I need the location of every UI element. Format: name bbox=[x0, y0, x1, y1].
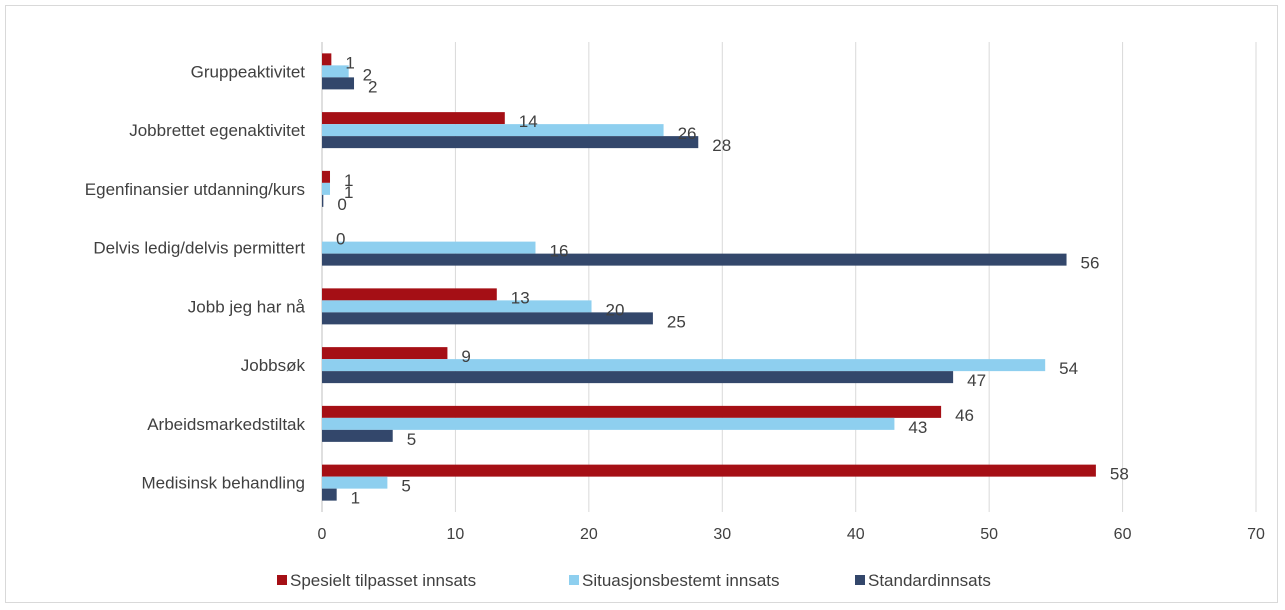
bar-3 bbox=[322, 488, 337, 501]
category-label: Jobbsøk bbox=[241, 356, 306, 375]
bar-1 bbox=[322, 170, 331, 183]
legend-swatch bbox=[277, 575, 287, 585]
category-label: Arbeidsmarkedstiltak bbox=[147, 415, 305, 434]
data-label: 14 bbox=[519, 112, 538, 131]
bar-3 bbox=[322, 312, 653, 325]
x-tick-label: 0 bbox=[318, 526, 327, 543]
bar-2 bbox=[322, 124, 664, 137]
legend: Spesielt tilpasset innsats Situasjonsbest… bbox=[277, 571, 991, 590]
x-tick-label: 20 bbox=[580, 526, 598, 543]
bar-2 bbox=[322, 417, 895, 430]
bar-1 bbox=[322, 347, 448, 360]
bar-2 bbox=[322, 65, 349, 78]
bar-2 bbox=[322, 182, 331, 195]
data-label: 16 bbox=[549, 242, 568, 261]
data-label: 43 bbox=[908, 418, 927, 437]
legend-item: Spesielt tilpasset innsats bbox=[277, 571, 476, 590]
data-label: 28 bbox=[712, 136, 731, 155]
legend-label: Spesielt tilpasset innsats bbox=[290, 571, 476, 590]
data-label: 1 bbox=[351, 489, 360, 508]
category-label: Jobb jeg har nå bbox=[188, 297, 306, 316]
x-tick-label: 50 bbox=[980, 526, 998, 543]
category-label: Delvis ledig/delvis permittert bbox=[93, 239, 305, 258]
bar-1 bbox=[322, 288, 497, 301]
bar-3 bbox=[322, 77, 355, 90]
legend-label: Situasjonsbestemt innsats bbox=[582, 571, 780, 590]
bar-3 bbox=[322, 371, 954, 384]
data-label: 25 bbox=[667, 312, 686, 331]
data-label: 0 bbox=[337, 195, 346, 214]
data-label: 1 bbox=[345, 53, 354, 72]
category-label: Gruppeaktivitet bbox=[191, 62, 306, 81]
bars bbox=[322, 53, 1096, 501]
x-tick-label: 60 bbox=[1114, 526, 1132, 543]
data-label: 20 bbox=[606, 300, 625, 319]
legend-label: Standardinnsats bbox=[868, 571, 991, 590]
category-label: Jobbrettet egenaktivitet bbox=[129, 121, 305, 140]
legend-swatch bbox=[855, 575, 865, 585]
bar-3 bbox=[322, 429, 393, 442]
bar-3 bbox=[322, 136, 699, 149]
data-label: 2 bbox=[368, 77, 377, 96]
x-tick-label: 10 bbox=[447, 526, 465, 543]
chart-frame bbox=[5, 5, 1278, 603]
data-label: 0 bbox=[336, 230, 345, 249]
data-label: 56 bbox=[1081, 254, 1100, 273]
x-tick-label: 70 bbox=[1247, 526, 1265, 543]
data-label: 5 bbox=[407, 430, 416, 449]
data-label: 47 bbox=[967, 371, 986, 390]
category-label: Medisinsk behandling bbox=[142, 474, 306, 493]
data-label: 54 bbox=[1059, 359, 1078, 378]
legend-item: Standardinnsats bbox=[855, 571, 991, 590]
bar-2 bbox=[322, 241, 536, 254]
bar-3 bbox=[322, 253, 1067, 266]
data-label: 26 bbox=[678, 124, 697, 143]
bar-2 bbox=[322, 476, 388, 489]
data-label: 46 bbox=[955, 406, 974, 425]
category-labels: Gruppeaktivitet Jobbrettet egenaktivitet E… bbox=[85, 62, 306, 492]
bar-1 bbox=[322, 405, 942, 418]
category-label: Egenfinansier utdanning/kurs bbox=[85, 180, 305, 199]
legend-swatch bbox=[569, 575, 579, 585]
legend-item: Situasjonsbestemt innsats bbox=[569, 571, 780, 590]
bar-1 bbox=[322, 464, 1096, 477]
data-label: 5 bbox=[401, 477, 410, 496]
bar-2 bbox=[322, 300, 592, 313]
x-tick-label: 30 bbox=[713, 526, 731, 543]
data-label: 58 bbox=[1110, 465, 1129, 484]
bar-2 bbox=[322, 359, 1046, 372]
bar-1 bbox=[322, 53, 332, 66]
x-axis-tick-labels: 0 10 20 30 40 50 60 70 bbox=[318, 526, 1265, 543]
x-tick-label: 40 bbox=[847, 526, 865, 543]
data-label: 1 bbox=[344, 171, 353, 190]
data-label: 9 bbox=[461, 347, 470, 366]
data-label: 2 bbox=[363, 65, 372, 84]
bar-3 bbox=[322, 194, 324, 207]
bar-1 bbox=[322, 112, 505, 125]
data-label: 13 bbox=[511, 288, 530, 307]
data-label: 1 bbox=[344, 183, 353, 202]
